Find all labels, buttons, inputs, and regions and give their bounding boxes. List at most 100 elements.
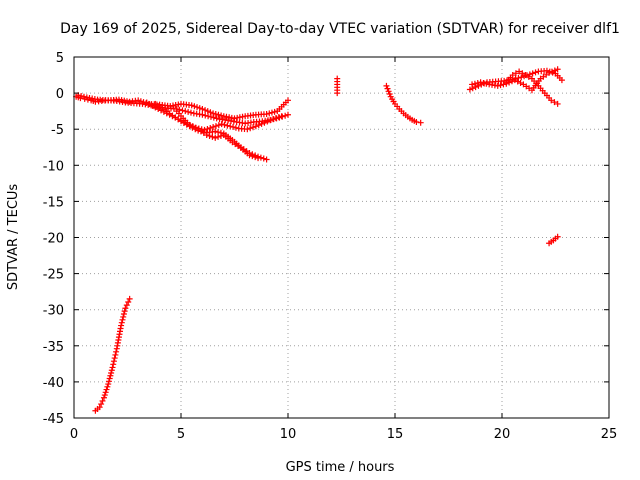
series-track-k [503,68,561,107]
data-points [73,66,565,414]
data-point [105,381,112,388]
data-point [249,153,256,160]
data-point [118,322,125,329]
data-point [112,351,119,358]
data-point [250,124,257,131]
data-point [218,112,225,119]
data-point [182,108,189,115]
data-point [215,122,222,129]
data-point [384,85,391,92]
y-axis-label: SDTVAR / TECUs [6,184,21,291]
data-point [105,378,112,385]
data-point [126,295,133,302]
data-point [111,355,118,362]
data-point [188,102,195,109]
data-point [109,364,116,371]
data-point [275,114,282,121]
data-point [78,92,85,99]
y-tick-label: -20 [43,232,64,247]
data-point [285,97,291,104]
data-point [202,107,209,114]
data-point [194,104,201,111]
data-point [199,105,206,112]
data-point [106,375,113,382]
data-point [532,69,539,76]
data-point [120,313,127,320]
data-point [110,361,117,368]
data-point [96,404,103,411]
data-point [247,125,254,132]
data-point [210,114,217,121]
data-point [215,133,222,140]
series-track-h [383,82,424,126]
data-point [477,79,484,86]
data-point [207,124,214,131]
data-point [546,69,553,76]
data-point [121,308,128,315]
data-point [272,115,279,122]
data-point [471,80,478,87]
data-point [483,80,490,87]
data-point [100,394,107,401]
data-point [206,132,213,139]
data-point [474,79,481,86]
data-point [475,82,482,89]
data-point [466,86,473,93]
data-point [285,111,291,118]
data-point [334,90,341,97]
data-point [196,105,203,112]
data-point [204,108,211,115]
data-point [497,82,504,89]
data-point [494,82,501,89]
data-point [119,316,126,323]
data-point [232,124,239,131]
x-tick-label: 0 [70,427,78,442]
data-point [515,74,522,81]
data-point [417,119,424,126]
data-point [386,91,393,98]
data-point [480,79,487,86]
data-point [469,81,476,88]
data-point [108,369,115,376]
data-point [204,125,211,132]
data-point [207,109,214,116]
data-point [263,111,270,118]
data-point [246,152,253,159]
data-point [218,121,225,128]
data-point [413,118,420,125]
data-point [135,97,142,104]
data-point [185,108,192,115]
series-track-g [334,75,341,97]
data-point [221,121,228,128]
data-point [123,302,130,309]
data-point [107,372,114,379]
series-track-b [75,92,291,122]
data-point [137,98,144,105]
data-point [80,93,87,100]
data-point [210,124,217,131]
data-point [102,389,109,396]
data-point [261,119,268,126]
data-point [213,115,220,122]
data-point [525,73,532,80]
data-point [519,70,526,77]
y-tick-label: -15 [43,195,64,210]
data-point [554,233,561,240]
data-point [215,111,222,118]
data-point [104,383,111,390]
y-tick-label: -25 [43,268,64,283]
y-tick-label: -10 [43,159,64,174]
data-point [179,107,186,114]
x-tick-label: 15 [387,427,404,442]
data-point [509,72,516,79]
data-point [472,84,479,91]
data-point [217,132,224,139]
data-point [258,120,265,127]
y-tick-label: -45 [43,412,64,427]
data-point [98,401,105,408]
data-point [118,319,125,326]
x-axis-label: GPS time / hours [286,460,395,475]
data-point [270,116,277,123]
data-point [469,85,476,92]
